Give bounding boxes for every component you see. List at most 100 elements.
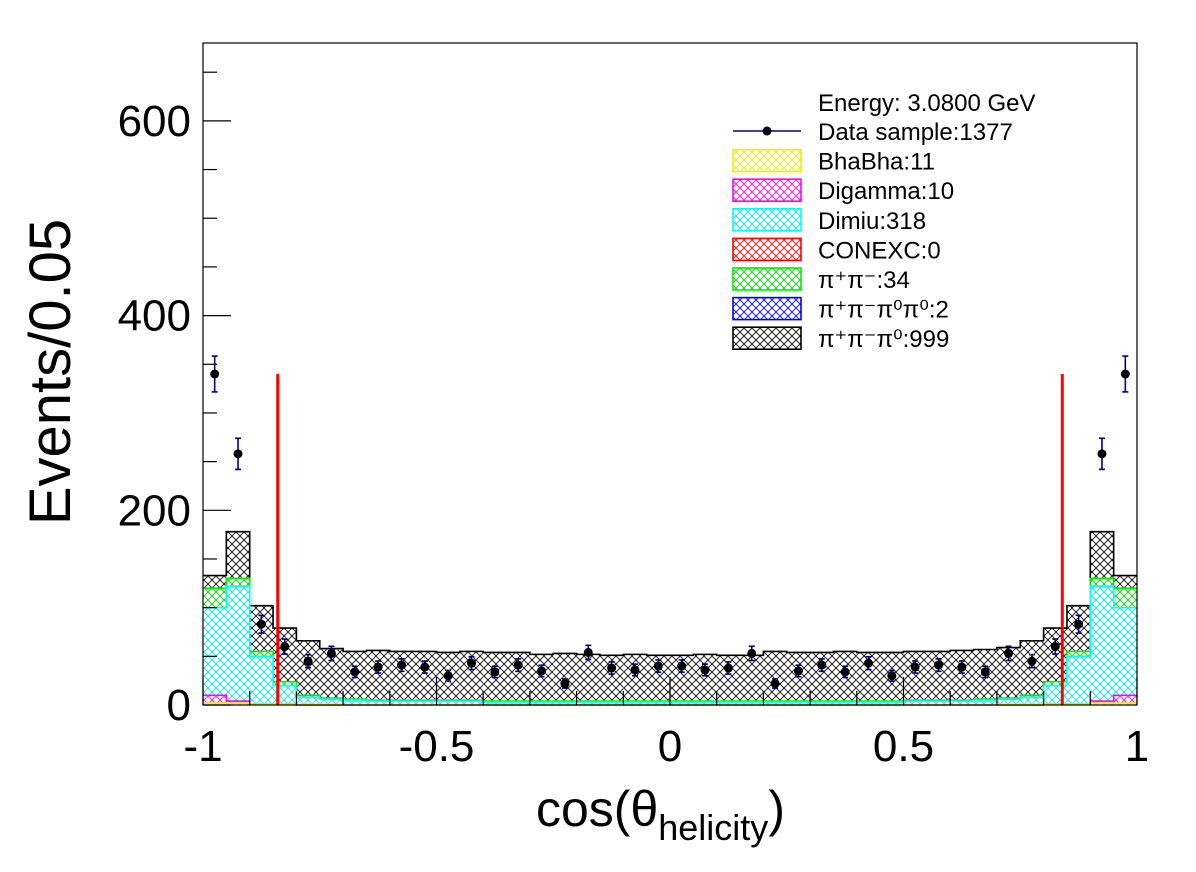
histogram-bin: [343, 700, 367, 705]
histogram-bin: [459, 651, 484, 705]
histogram-outline: [203, 530, 1137, 657]
histogram-bin: [296, 697, 320, 705]
histogram-bin: [576, 702, 600, 705]
histogram-bin: [740, 655, 764, 705]
legend-label: Digamma:10: [818, 178, 954, 205]
histogram-bin: [319, 699, 344, 705]
histogram-bin: [1020, 640, 1044, 705]
histogram-bin: [903, 701, 927, 705]
histogram-bin: [506, 702, 530, 705]
histogram-bin: [296, 640, 320, 705]
data-marker: [490, 667, 500, 677]
histogram-bin: [763, 702, 787, 705]
histogram-bin: [693, 654, 717, 705]
histogram-bin: [203, 695, 227, 705]
histogram-bin: [693, 702, 717, 705]
data-point: [1097, 437, 1107, 471]
data-point: [677, 659, 687, 673]
data-point: [560, 678, 570, 689]
histogram-bin: [506, 652, 530, 705]
histogram-bin: [389, 651, 414, 705]
data-point: [256, 614, 266, 634]
data-point: [1120, 355, 1130, 393]
histogram-bin: [1090, 703, 1114, 705]
data-point: [887, 669, 897, 682]
data-point: [233, 437, 243, 471]
histogram-bin: [716, 655, 741, 705]
histogram-bin: [1066, 656, 1091, 705]
y-axis-title: Events/0.05: [18, 219, 83, 525]
data-marker: [233, 449, 243, 459]
data-marker: [373, 662, 383, 672]
data-marker: [887, 671, 897, 681]
data-marker: [537, 666, 547, 676]
data-marker: [677, 661, 687, 671]
histogram-bin: [1113, 695, 1137, 705]
legend-marker: [762, 126, 772, 136]
histogram-bin: [1113, 703, 1137, 705]
data-marker: [280, 642, 290, 652]
histogram-bin: [950, 650, 974, 705]
data-point: [700, 663, 710, 677]
legend-entry-0: Data sample:1377: [733, 119, 1013, 146]
x-axis-title-main: cos(θ: [536, 781, 658, 837]
legend-swatch: [732, 148, 802, 173]
x-axis-title-subscript: helicity: [658, 807, 768, 848]
histogram-bin: [856, 652, 881, 705]
legend-entry-1: BhaBha:11: [732, 148, 935, 176]
data-marker: [793, 666, 803, 676]
data-point: [607, 661, 617, 675]
histogram-bin: [623, 654, 647, 705]
legend-entry-7: π⁺π⁻π⁰:999: [732, 326, 949, 353]
data-point: [1050, 638, 1060, 655]
legend-entry-3: Dimiu:318: [732, 208, 926, 235]
y-tick-label: 200: [118, 486, 191, 535]
histogram-bin: [203, 703, 227, 705]
legend-swatch: [732, 296, 802, 321]
histogram-bin: [226, 586, 250, 705]
histogram-bin: [973, 700, 997, 705]
histogram-bin: [810, 652, 834, 705]
data-marker: [513, 660, 523, 670]
x-axis-title-close: ): [768, 781, 785, 837]
data-point: [840, 665, 850, 679]
legend-header: Energy: 3.0800 GeV: [818, 90, 1035, 117]
histogram-bin: [670, 655, 694, 705]
data-point: [723, 661, 733, 675]
y-tick-label: 0: [167, 681, 191, 730]
data-point: [770, 678, 780, 689]
data-marker: [560, 679, 570, 689]
y-tick-label: 600: [118, 97, 191, 146]
legend-entry-5: π⁺π⁻:34: [732, 267, 910, 294]
histogram-bin: [319, 648, 344, 705]
data-marker: [1027, 656, 1037, 666]
data-marker: [256, 619, 266, 629]
data-point: [350, 665, 360, 679]
data-marker: [910, 662, 920, 672]
data-marker: [210, 369, 220, 379]
data-point: [396, 658, 406, 673]
data-point: [583, 644, 593, 661]
cut-lines: [276, 374, 1064, 705]
legend-swatch: [732, 178, 802, 202]
data-point: [934, 658, 944, 673]
data-marker: [957, 662, 967, 672]
x-tick-label: -1: [183, 722, 222, 771]
histogram-bin: [996, 647, 1021, 705]
legend-swatch: [732, 326, 802, 351]
histogram-bin: [833, 702, 857, 705]
data-marker: [396, 660, 406, 670]
data-point: [863, 655, 873, 671]
data-marker: [350, 667, 360, 677]
data-marker: [653, 661, 663, 671]
data-marker: [1074, 619, 1084, 629]
data-point: [537, 664, 547, 678]
data-marker: [700, 665, 710, 675]
data-point: [326, 645, 336, 662]
legend-label: BhaBha:11: [818, 149, 935, 176]
histogram-bin: [646, 702, 670, 705]
data-marker: [934, 660, 944, 670]
data-marker: [863, 658, 873, 668]
y-tick-label: 400: [118, 292, 191, 341]
legend-label: π⁺π⁻π⁰π⁰:2: [818, 297, 949, 324]
